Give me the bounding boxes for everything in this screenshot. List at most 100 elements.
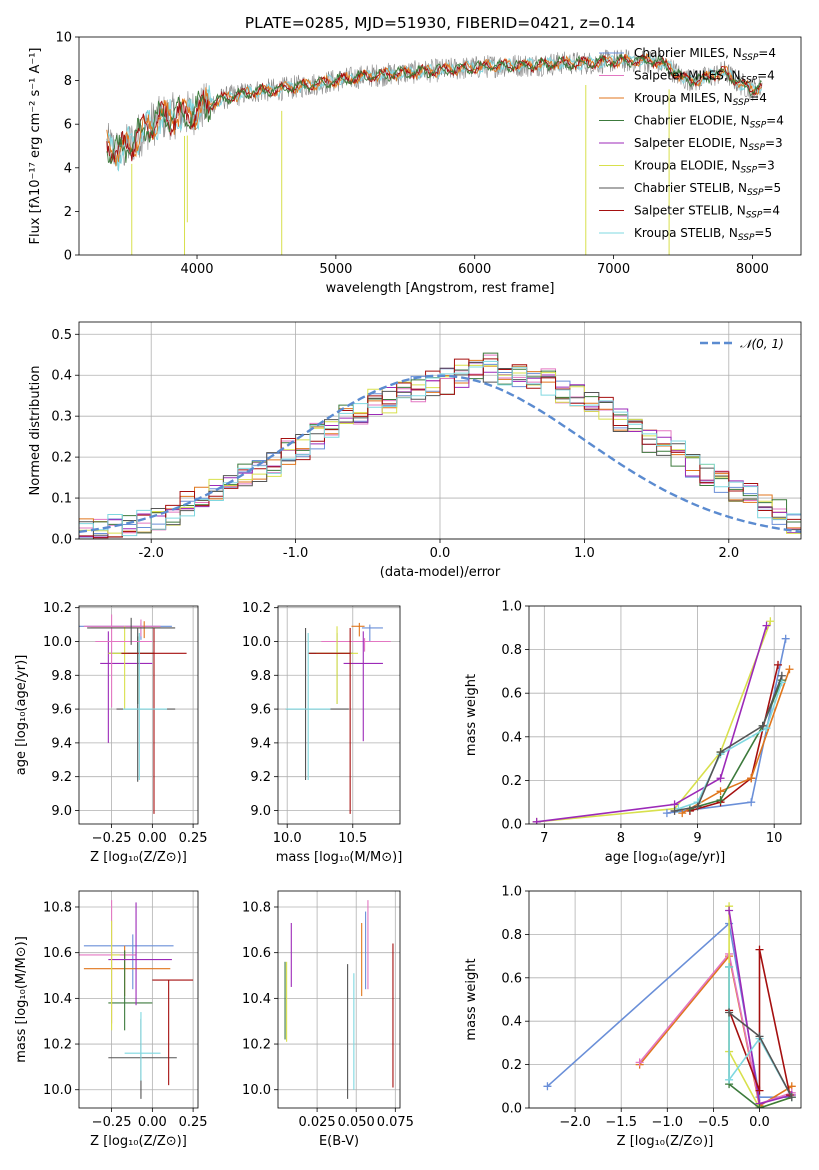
series-marker xyxy=(755,945,764,954)
y-axis-label: mass [log₁₀(M/M⊙)] xyxy=(14,936,29,1063)
series-marker xyxy=(635,1058,644,1067)
y-axis-label: mass weight xyxy=(464,674,479,756)
series-marker xyxy=(693,802,702,811)
series-marker xyxy=(670,806,679,815)
legend-tail: =4 xyxy=(749,91,767,105)
x-tick-label: 0.025 xyxy=(298,1115,335,1130)
y-axis-label: Normed distribution xyxy=(28,366,43,496)
x-tick-label: −0.5 xyxy=(698,1115,730,1130)
x-tick-label: 1.0 xyxy=(574,546,595,561)
y-tick-label: 0.2 xyxy=(501,1058,522,1073)
x-axis-label: E(B-V) xyxy=(319,1134,359,1149)
series-line xyxy=(638,952,793,1105)
x-tick-label: 0.0 xyxy=(749,1115,770,1130)
series-line xyxy=(638,954,793,1108)
legend-label: Salpeter STELIB, NSSP=4 xyxy=(634,204,780,221)
series-marker xyxy=(781,634,790,643)
y-tick-label: 8 xyxy=(64,74,72,89)
x-axis-label: wavelength [Angstrom, rest frame] xyxy=(326,281,555,296)
legend-subscript: SSP xyxy=(742,53,759,63)
legend-tail: =5 xyxy=(764,181,782,195)
y-tick-label: 10.0 xyxy=(43,635,72,650)
legend-subscript: SSP xyxy=(741,166,758,176)
spectrum-legend: Chabrier MILES, NSSP=4 Salpeter MILES, NS… xyxy=(599,46,784,243)
y-axis-label: Flux [fλ10⁻¹⁷ erg cm⁻² s⁻¹ A⁻¹] xyxy=(28,48,43,245)
age-vs-Z-points xyxy=(79,614,187,814)
series-line xyxy=(728,1011,793,1098)
x-tick-label: 10 xyxy=(766,831,783,846)
series-marker xyxy=(678,809,687,818)
y-tick-label: 0.2 xyxy=(51,451,72,466)
series-marker xyxy=(755,1032,764,1041)
x-axis-label: mass [log₁₀(M/M⊙)] xyxy=(276,850,403,865)
spectrum-frame xyxy=(78,36,802,256)
series-marker xyxy=(766,617,775,626)
mass-vs-Z-frame xyxy=(78,890,199,1109)
series-line xyxy=(536,621,772,823)
mass-weight-vs-age-axes: 7 8 9 10 0.0 0.2 0.4 0.6 0.8 1.0 age [log₁₀(age/yr… xyxy=(464,600,801,865)
x-axis-label: Z [log₁₀(Z/Z⊙)] xyxy=(90,1134,187,1149)
age-vs-mass-axes: 10.0 10.5 9.0 9.2 9.4 9.6 9.8 10.0 10.2 mass [log… xyxy=(242,601,402,865)
legend-label: Salpeter MILES, NSSP=4 xyxy=(634,69,775,86)
y-tick-label: 0.4 xyxy=(51,369,72,384)
legend-subscript: SSP xyxy=(750,121,767,131)
model-spectrum-line xyxy=(106,52,762,165)
x-tick-label: −2.0 xyxy=(559,1115,591,1130)
series-marker xyxy=(747,774,756,783)
x-tick-label: 0.00 xyxy=(138,831,167,846)
normal-curve xyxy=(79,374,801,533)
mass-weight-vs-age-frame xyxy=(528,605,802,825)
y-tick-label: 10.6 xyxy=(242,946,271,961)
y-tick-label: 2 xyxy=(64,205,72,220)
legend-label: Chabrier STELIB, NSSP=5 xyxy=(634,181,781,198)
spectrum-lines xyxy=(106,49,763,255)
x-tick-label: 10.5 xyxy=(338,831,367,846)
mass-weight-vs-Z-series xyxy=(543,902,796,1108)
y-tick-label: 4 xyxy=(64,161,72,176)
y-tick-label: 10.2 xyxy=(43,601,72,616)
legend-tail: =4 xyxy=(766,114,784,128)
x-tick-label: −1.0 xyxy=(652,1115,684,1130)
series-marker xyxy=(758,721,767,730)
y-tick-label: 0.0 xyxy=(501,1102,522,1117)
x-tick-label: 0.0 xyxy=(430,546,451,561)
series-line xyxy=(728,949,791,1096)
series-marker xyxy=(662,809,671,818)
y-tick-label: 0.5 xyxy=(51,328,72,343)
legend-subscript: SSP xyxy=(741,76,758,86)
x-tick-label: 10.0 xyxy=(273,831,302,846)
y-tick-label: 0.8 xyxy=(501,643,522,658)
series-line xyxy=(536,625,768,823)
series-marker xyxy=(725,1075,734,1084)
y-tick-label: 9.4 xyxy=(51,736,72,751)
legend-subscript: SSP xyxy=(748,143,765,153)
age-vs-Z-frame xyxy=(78,605,199,825)
legend-label: Chabrier MILES, NSSP=4 xyxy=(634,46,776,63)
x-tick-label: 0.25 xyxy=(179,831,208,846)
x-tick-label: 0.075 xyxy=(377,1115,414,1130)
y-tick-label: 9.0 xyxy=(250,804,271,819)
legend-tail: =5 xyxy=(754,226,772,240)
legend-label: Chabrier ELODIE, NSSP=4 xyxy=(634,114,784,131)
x-tick-label: 9 xyxy=(693,831,701,846)
y-tick-label: 0.0 xyxy=(501,818,522,833)
mass-vs-ebv-frame xyxy=(277,890,401,1109)
series-line xyxy=(728,967,793,1098)
y-tick-label: 9.2 xyxy=(250,770,271,785)
legend-subscript: SSP xyxy=(733,98,750,108)
y-tick-label: 9.0 xyxy=(51,804,72,819)
y-tick-label: 9.6 xyxy=(250,703,271,718)
series-marker xyxy=(532,817,541,824)
series-line xyxy=(728,910,793,1105)
y-tick-label: 10.6 xyxy=(43,946,72,961)
y-tick-label: 0 xyxy=(64,249,72,264)
mass-weight-vs-age-series xyxy=(532,617,794,824)
y-tick-label: 10.0 xyxy=(242,635,271,650)
x-tick-label: 4000 xyxy=(180,262,213,277)
series-marker xyxy=(774,660,783,669)
x-axis-label: Z [log₁₀(Z/Z⊙)] xyxy=(617,1134,714,1149)
legend-tail: =4 xyxy=(757,69,775,83)
mass-weight-vs-Z-axes: −2.0 −1.5 −1.0 −0.5 0.0 0.0 0.2 0.4 0.6 0.8 1.0 Z [… xyxy=(464,885,801,1149)
x-tick-label: 6000 xyxy=(458,262,491,277)
y-tick-label: 0.1 xyxy=(51,492,72,507)
